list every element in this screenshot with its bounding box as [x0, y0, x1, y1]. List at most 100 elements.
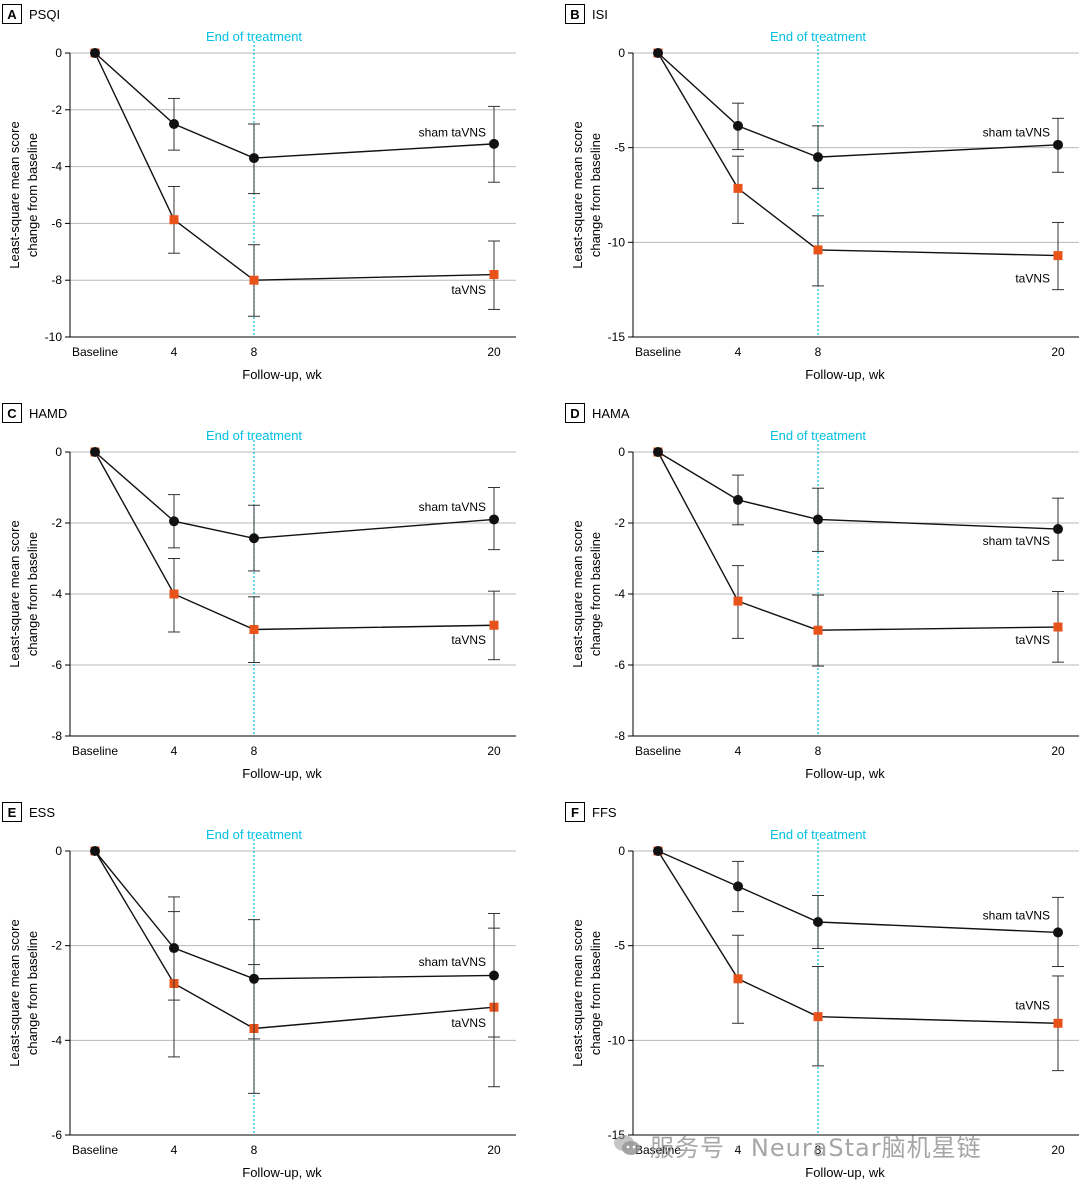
series-tavns: taVNS [90, 447, 500, 664]
series-line [657, 451, 1059, 631]
panel-e: E ESS 0 -2 -4 -6 Baseline 4 8 20 Follow-up, wk Leas… [2, 802, 516, 1180]
y-tick-label: -5 [614, 141, 625, 155]
y-axis-title: Least-square mean score change from basel… [7, 919, 40, 1066]
data-point-circle [90, 48, 100, 58]
y-tick-label: 0 [618, 445, 625, 459]
y-tick-label: -8 [614, 729, 625, 743]
panel-letter: A [7, 7, 17, 22]
data-point-square [489, 270, 499, 280]
data-point-circle [169, 119, 179, 129]
x-tick-label: Baseline [72, 345, 118, 359]
y-axis-title-line: Least-square mean score [570, 520, 585, 667]
series-label: sham taVNS [419, 500, 486, 514]
end-of-treatment-label: End of treatment [206, 428, 302, 443]
data-point-circle [489, 970, 499, 981]
x-tick-label: 4 [171, 744, 178, 758]
series-tavns: taVNS [653, 48, 1064, 291]
panel-letter-box [565, 403, 585, 423]
y-tick-label: 0 [618, 844, 625, 858]
data-point-circle [489, 514, 499, 525]
x-tick-label: 8 [815, 744, 822, 758]
x-tick-label: Baseline [72, 1143, 118, 1157]
series-label: taVNS [1015, 998, 1050, 1012]
series-label: sham taVNS [419, 126, 486, 140]
data-point-circle [653, 48, 663, 58]
series-label: taVNS [451, 283, 486, 297]
series-line [94, 850, 495, 980]
y-axis-title: Least-square mean score change from basel… [570, 121, 603, 268]
y-tick-label: -2 [51, 939, 62, 953]
y-tick-label: -15 [608, 330, 626, 344]
y-tick-label: -2 [614, 516, 625, 530]
data-point-circle [249, 973, 259, 984]
x-tick-label: 20 [487, 1143, 501, 1157]
y-tick-label: -8 [51, 729, 62, 743]
data-point-square [733, 596, 743, 606]
y-tick-label: -6 [51, 658, 62, 672]
x-tick-label: 8 [251, 1143, 258, 1157]
y-tick-label: 0 [55, 46, 62, 60]
x-tick-label: 20 [1051, 744, 1065, 758]
y-axis-title-line: change from baseline [25, 133, 40, 257]
data-point-circle [489, 138, 499, 149]
panel-title: HAMA [592, 406, 630, 421]
panel-a: A PSQI 0 -2 -4 -6 -8 -10 Baseline 4 8 20 Follow-up, … [2, 4, 516, 382]
y-tick-label: -6 [614, 658, 625, 672]
y-tick-label: -6 [51, 216, 62, 230]
series-label: sham taVNS [419, 955, 486, 969]
data-point-square [489, 620, 499, 630]
y-tick-label: -2 [51, 516, 62, 530]
series-line [657, 52, 1059, 257]
data-point-circle [90, 846, 100, 856]
x-tick-label: 4 [735, 1143, 742, 1157]
x-tick-label: 20 [1051, 1143, 1065, 1157]
series-tavns: taVNS [653, 447, 1064, 667]
x-tick-label: 8 [251, 345, 258, 359]
series-line [94, 451, 495, 539]
data-point-circle [90, 447, 100, 457]
y-tick-label: -4 [614, 587, 625, 601]
data-point-square [813, 625, 823, 635]
panel-letter-box [2, 403, 22, 423]
x-tick-label: 4 [171, 1143, 178, 1157]
data-point-square [1053, 622, 1063, 632]
x-axis-title: Follow-up, wk [805, 1165, 885, 1180]
end-of-treatment-label: End of treatment [770, 29, 866, 44]
data-point-circle [813, 514, 823, 525]
data-point-square [169, 215, 179, 225]
y-tick-label: -4 [51, 1033, 62, 1047]
data-point-square [1053, 251, 1063, 261]
data-point-square [249, 275, 259, 285]
watermark-text: 服务号 · NeuraStar脑机星链 [650, 1133, 982, 1162]
panel-c: C HAMD 0 -2 -4 -6 -8 Baseline 4 8 20 Follow-up, wk L… [2, 403, 516, 781]
panel-letter: C [7, 406, 17, 421]
series-line [94, 451, 495, 631]
x-tick-label: 8 [251, 744, 258, 758]
series-sham-tavns: sham taVNS [653, 846, 1064, 967]
data-point-circle [733, 494, 743, 505]
series-tavns: taVNS [90, 48, 500, 317]
data-point-square [813, 245, 823, 255]
series-sham-tavns: sham taVNS [90, 48, 500, 195]
series-label: taVNS [451, 1016, 486, 1030]
series-tavns: taVNS [653, 846, 1064, 1072]
data-point-circle [653, 447, 663, 457]
series-line [94, 52, 495, 159]
series-line [657, 850, 1059, 934]
y-axis-title-line: Least-square mean score [570, 919, 585, 1066]
y-tick-label: -10 [608, 235, 626, 249]
x-tick-label: 4 [735, 744, 742, 758]
series-line [94, 850, 495, 1030]
y-axis-title: Least-square mean score change from basel… [570, 520, 603, 667]
y-axis-title-line: Least-square mean score [7, 520, 22, 667]
series-sham-tavns: sham taVNS [653, 447, 1064, 561]
data-point-circle [1053, 524, 1063, 535]
x-axis-title: Follow-up, wk [242, 1165, 322, 1180]
series-label: taVNS [1015, 271, 1050, 285]
data-point-circle [733, 120, 743, 131]
panel-title: FFS [592, 805, 617, 820]
data-point-square [733, 183, 743, 193]
y-axis-title-line: Least-square mean score [7, 121, 22, 268]
x-tick-label: 20 [487, 744, 501, 758]
